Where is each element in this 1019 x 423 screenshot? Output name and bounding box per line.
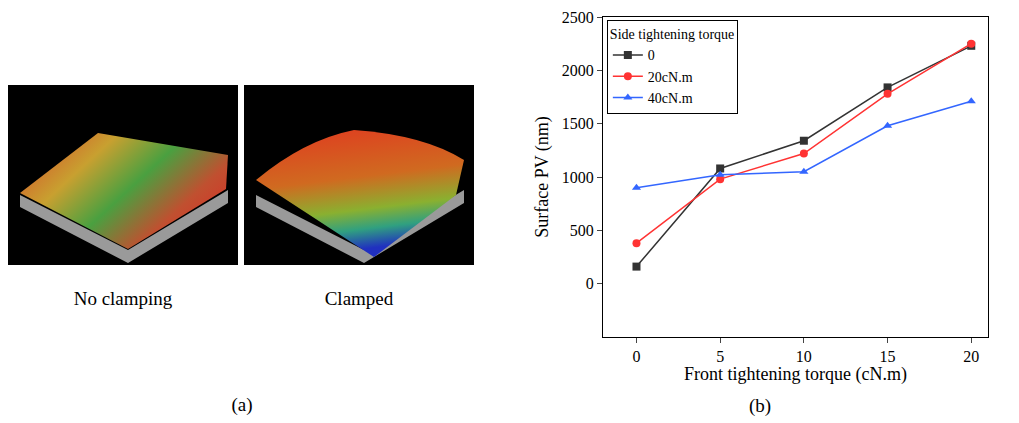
svg-text:Surface PV (nm): Surface PV (nm) [532,116,553,238]
svg-text:No clamping: No clamping [74,288,173,309]
svg-text:500: 500 [570,222,594,239]
svg-text:1000: 1000 [562,169,594,186]
svg-text:40cN.m: 40cN.m [648,91,693,106]
svg-text:Clamped: Clamped [325,288,394,309]
svg-text:20: 20 [963,348,979,365]
svg-text:(a): (a) [231,394,252,416]
svg-text:0: 0 [586,275,594,292]
svg-text:0: 0 [632,348,640,365]
svg-text:5: 5 [716,348,724,365]
svg-text:2000: 2000 [562,62,594,79]
svg-text:1500: 1500 [562,115,594,132]
svg-text:Side tightening torque: Side tightening torque [610,27,734,42]
svg-text:2500: 2500 [562,9,594,26]
svg-text:20cN.m: 20cN.m [648,70,693,85]
svg-text:Front tightening torque (cN.m): Front tightening torque (cN.m) [684,364,907,385]
svg-text:15: 15 [880,348,896,365]
svg-text:10: 10 [796,348,812,365]
html-text:(b): (b) [748,395,772,416]
svg-text:0: 0 [648,48,655,63]
